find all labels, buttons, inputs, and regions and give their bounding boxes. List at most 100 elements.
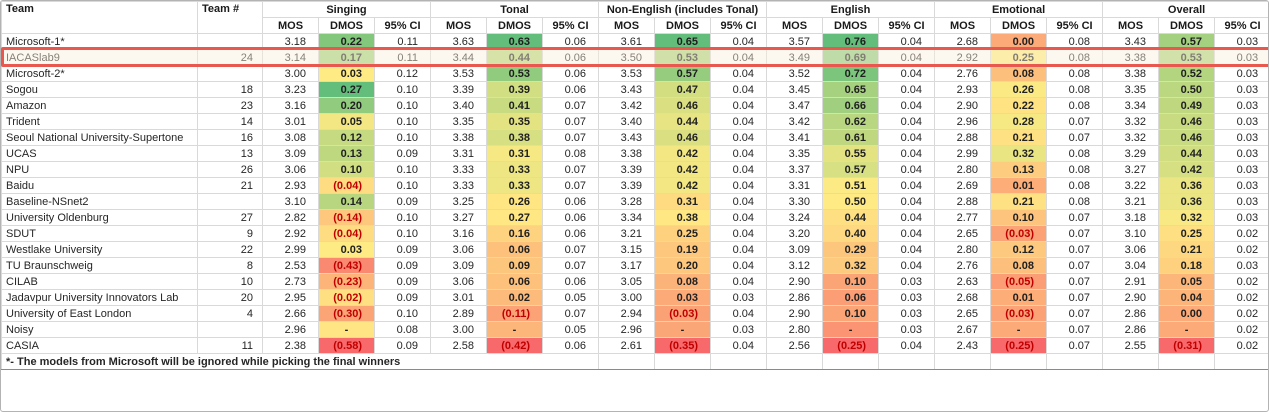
ci-cell[interactable]: 0.10 [374, 81, 431, 98]
team-number-cell[interactable]: 8 [197, 257, 263, 274]
dmos-cell[interactable]: 0.53 [1158, 49, 1216, 66]
ci-cell[interactable]: 0.09 [374, 273, 431, 290]
dmos-cell[interactable]: 0.32 [1158, 209, 1216, 226]
dmos-cell[interactable]: 0.31 [654, 193, 711, 210]
mos-cell[interactable]: 2.82 [262, 209, 319, 226]
ci-cell[interactable]: 0.03 [878, 321, 936, 338]
dmos-cell[interactable]: 0.69 [822, 49, 880, 66]
ci-cell[interactable]: 0.07 [1046, 225, 1104, 242]
mos-cell[interactable]: 3.35 [430, 113, 487, 130]
ci-cell[interactable]: 0.03 [1214, 193, 1268, 210]
mos-cell[interactable]: 2.88 [934, 193, 992, 210]
dmos-cell[interactable]: 0.16 [486, 225, 543, 242]
dmos-cell[interactable]: 0.33 [486, 177, 543, 194]
dmos-cell[interactable]: 0.32 [822, 257, 880, 274]
ci-cell[interactable]: 0.07 [1046, 273, 1104, 290]
ci-cell[interactable]: 0.07 [542, 113, 599, 130]
dmos-cell[interactable]: - [990, 321, 1048, 338]
ci-cell[interactable]: 0.08 [374, 321, 431, 338]
dmos-cell[interactable]: 0.47 [654, 81, 711, 98]
mos-cell[interactable]: 2.86 [1102, 321, 1160, 338]
mos-header[interactable]: MOS [766, 17, 824, 34]
ci-cell[interactable]: 0.06 [542, 33, 599, 50]
ci-cell[interactable]: 0.03 [878, 273, 936, 290]
mos-cell[interactable]: 3.10 [1102, 225, 1160, 242]
ci-cell[interactable]: 0.04 [878, 81, 936, 98]
mos-cell[interactable]: 3.37 [766, 161, 824, 178]
mos-cell[interactable]: 3.06 [430, 241, 487, 258]
ci-cell[interactable]: 0.02 [1214, 273, 1268, 290]
dmos-cell[interactable]: (0.02) [318, 289, 375, 306]
ci-cell[interactable]: 0.04 [878, 113, 936, 130]
dmos-cell[interactable]: (0.58) [318, 337, 375, 354]
mos-cell[interactable]: 3.50 [598, 49, 655, 66]
mos-cell[interactable]: 3.09 [430, 257, 487, 274]
dmos-cell[interactable]: 0.57 [822, 161, 880, 178]
team-name-cell[interactable]: Sogou [1, 81, 198, 98]
mos-cell[interactable]: 3.10 [262, 193, 319, 210]
dmos-cell[interactable]: 0.49 [1158, 97, 1216, 114]
ci-cell[interactable]: 0.04 [878, 49, 936, 66]
mos-cell[interactable]: 3.29 [1102, 145, 1160, 162]
ci-cell[interactable]: 0.07 [542, 257, 599, 274]
team-name-cell[interactable]: Microsoft-1* [1, 33, 198, 50]
mos-cell[interactable]: 2.92 [934, 49, 992, 66]
ci-cell[interactable]: 0.07 [1046, 337, 1104, 354]
dmos-cell[interactable]: (0.25) [822, 337, 880, 354]
dmos-cell[interactable]: (0.03) [654, 305, 711, 322]
mos-cell[interactable]: 3.27 [430, 209, 487, 226]
dmos-cell[interactable]: - [1158, 321, 1216, 338]
ci-cell[interactable]: 0.04 [878, 177, 936, 194]
dmos-cell[interactable]: 0.18 [1158, 257, 1216, 274]
mos-cell[interactable]: 2.93 [262, 177, 319, 194]
dmos-cell[interactable]: 0.12 [990, 241, 1048, 258]
ci-cell[interactable]: 0.11 [374, 33, 431, 50]
dmos-cell[interactable]: 0.39 [486, 81, 543, 98]
dmos-cell[interactable]: 0.72 [822, 65, 880, 82]
dmos-cell[interactable]: 0.62 [822, 113, 880, 130]
mos-cell[interactable]: 3.47 [766, 97, 824, 114]
ci-cell[interactable]: 0.10 [374, 97, 431, 114]
ci-cell[interactable]: 0.10 [374, 129, 431, 146]
dmos-cell[interactable]: 0.35 [486, 113, 543, 130]
mos-cell[interactable]: 2.99 [262, 241, 319, 258]
mos-cell[interactable]: 3.24 [766, 209, 824, 226]
ci-cell[interactable]: 0.04 [709, 305, 768, 322]
ci-cell[interactable]: 0.03 [1214, 177, 1268, 194]
ci-cell[interactable]: 0.04 [709, 33, 768, 50]
ci-cell[interactable]: 0.09 [374, 289, 431, 306]
mos-cell[interactable]: 2.65 [934, 225, 992, 242]
ci-cell[interactable]: 0.08 [1046, 193, 1104, 210]
team-number-cell[interactable]: 13 [197, 145, 263, 162]
dmos-cell[interactable]: 0.25 [1158, 225, 1216, 242]
dmos-cell[interactable]: 0.19 [654, 241, 711, 258]
mos-cell[interactable]: 3.32 [1102, 129, 1160, 146]
team-name-cell[interactable]: Seoul National University-Supertone [1, 129, 198, 146]
dmos-cell[interactable]: 0.65 [822, 81, 880, 98]
mos-cell[interactable]: 2.69 [934, 177, 992, 194]
dmos-cell[interactable]: 0.57 [654, 65, 711, 82]
mos-cell[interactable]: 2.92 [262, 225, 319, 242]
dmos-cell[interactable]: 0.01 [990, 177, 1048, 194]
dmos-cell[interactable]: 0.08 [990, 257, 1048, 274]
ci-cell[interactable]: 0.08 [1046, 161, 1104, 178]
dmos-cell[interactable]: 0.51 [822, 177, 880, 194]
dmos-cell[interactable]: 0.05 [318, 113, 375, 130]
dmos-cell[interactable]: 0.36 [1158, 193, 1216, 210]
ci-cell[interactable]: 0.04 [709, 257, 768, 274]
dmos-cell[interactable]: (0.03) [990, 225, 1048, 242]
dmos-cell[interactable]: 0.25 [990, 49, 1048, 66]
ci-cell[interactable]: 0.03 [1214, 49, 1268, 66]
ci-cell[interactable]: 0.07 [1046, 257, 1104, 274]
mos-cell[interactable]: 2.80 [934, 241, 992, 258]
mos-cell[interactable]: 2.90 [766, 273, 824, 290]
dmos-cell[interactable]: 0.26 [990, 81, 1048, 98]
dmos-cell[interactable]: 0.00 [990, 33, 1048, 50]
team-name-cell[interactable]: Microsoft-2* [1, 65, 198, 82]
mos-header[interactable]: MOS [1102, 17, 1160, 34]
group-header-emotional[interactable]: Emotional [934, 1, 1104, 18]
dmos-cell[interactable]: 0.46 [654, 129, 711, 146]
ci-cell[interactable]: 0.04 [709, 177, 768, 194]
ci-cell[interactable]: 0.08 [1046, 145, 1104, 162]
mos-header[interactable]: MOS [262, 17, 319, 34]
